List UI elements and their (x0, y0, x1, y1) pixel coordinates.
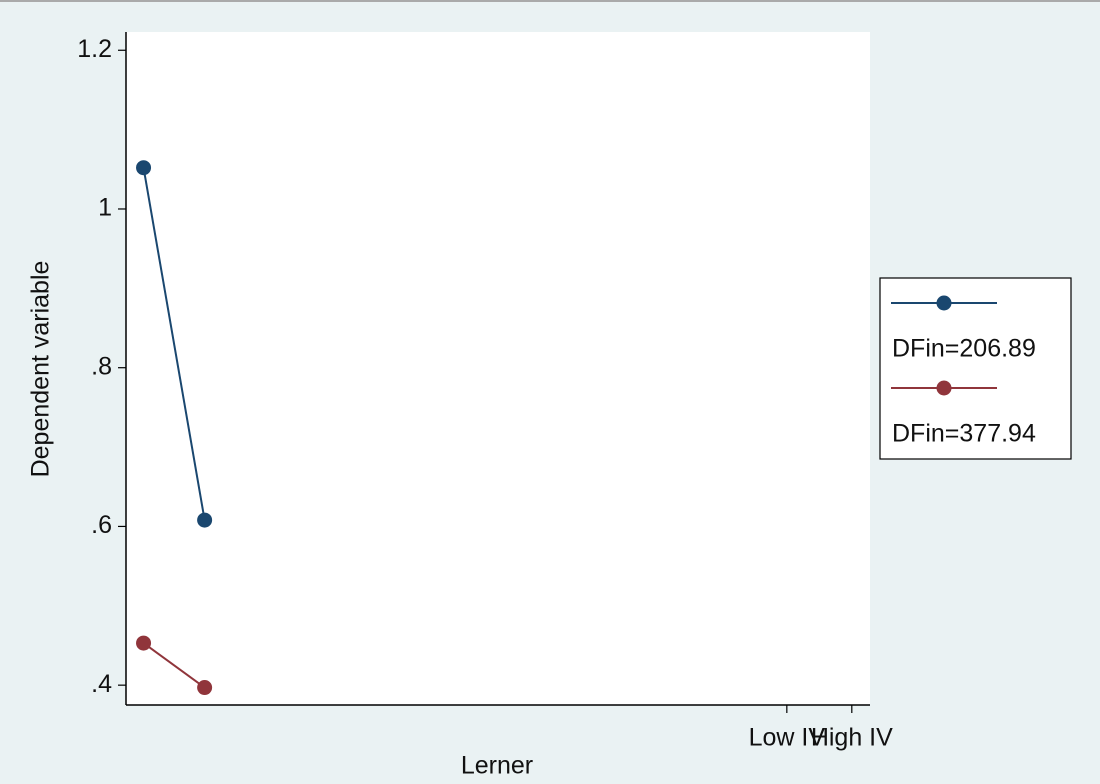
series-line (142, 642, 206, 689)
y-tick-label: .4 (91, 670, 112, 698)
data-point (136, 635, 152, 651)
data-point (136, 160, 152, 176)
top-border (0, 0, 1100, 2)
x-tick-label: Low IV (749, 724, 826, 752)
y-axis-title: Dependent variable (27, 261, 55, 478)
legend (879, 277, 1072, 460)
plot-area (126, 32, 870, 705)
series-line (142, 167, 206, 521)
legend-label: DFin=206.89 (892, 335, 1036, 363)
y-tick-label: 1.2 (77, 35, 112, 63)
x-tick-label: High IV (811, 724, 893, 752)
legend-marker (936, 295, 952, 311)
y-tick-label: .8 (91, 352, 112, 380)
x-axis-title: Lerner (461, 752, 533, 780)
legend-label: DFin=377.94 (892, 420, 1036, 448)
y-tick-label: .6 (91, 511, 112, 539)
data-point (197, 512, 213, 528)
y-tick-label: 1 (98, 194, 112, 222)
legend-marker (936, 380, 952, 396)
data-point (197, 680, 213, 696)
